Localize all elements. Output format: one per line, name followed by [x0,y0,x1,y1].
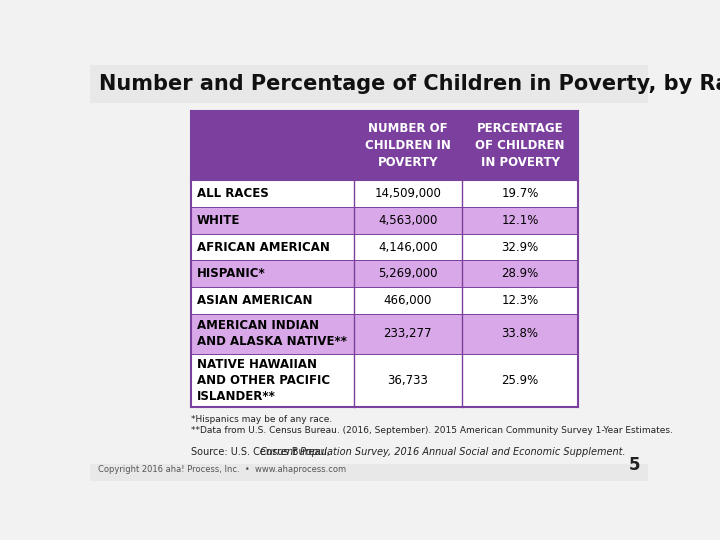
Bar [191,314,578,354]
Text: 25.9%: 25.9% [502,374,539,387]
Text: 5: 5 [629,456,640,475]
Text: 36,733: 36,733 [387,374,428,387]
Text: 12.3%: 12.3% [502,294,539,307]
Text: 12.1%: 12.1% [501,214,539,227]
Bar [191,287,578,314]
Text: NATIVE HAWAIIAN
AND OTHER PACIFIC
ISLANDER**: NATIVE HAWAIIAN AND OTHER PACIFIC ISLAND… [197,358,330,403]
Text: ASIAN AMERICAN: ASIAN AMERICAN [197,294,312,307]
Bar [90,65,648,103]
Bar [191,180,578,207]
Bar [191,354,578,408]
Text: NUMBER OF
CHILDREN IN
POVERTY: NUMBER OF CHILDREN IN POVERTY [365,122,451,169]
Text: ALL RACES: ALL RACES [197,187,269,200]
Text: 19.7%: 19.7% [501,187,539,200]
Text: 14,509,000: 14,509,000 [374,187,441,200]
Text: AFRICAN AMERICAN: AFRICAN AMERICAN [197,241,330,254]
Text: 33.8%: 33.8% [502,327,539,340]
Bar [90,464,648,481]
Bar [191,260,578,287]
Text: Number and Percentage of Children in Poverty, by Race: 2015: Number and Percentage of Children in Pov… [99,74,720,94]
Text: *Hispanics may be of any race.: *Hispanics may be of any race. [191,415,332,424]
Text: 4,146,000: 4,146,000 [378,241,438,254]
Text: WHITE: WHITE [197,214,240,227]
Bar [191,234,578,260]
Text: Source: U.S. Census Bureau,: Source: U.S. Census Bureau, [191,448,333,457]
Text: AMERICAN INDIAN
AND ALASKA NATIVE**: AMERICAN INDIAN AND ALASKA NATIVE** [197,320,347,348]
Bar [191,111,578,180]
Text: HISPANIC*: HISPANIC* [197,267,266,280]
Text: 28.9%: 28.9% [502,267,539,280]
Text: **Data from U.S. Census Bureau. (2016, September). 2015 American Community Surve: **Data from U.S. Census Bureau. (2016, S… [191,426,672,435]
Text: 4,563,000: 4,563,000 [378,214,438,227]
Bar [191,207,578,234]
Text: Current Population Survey, 2016 Annual Social and Economic Supplement.: Current Population Survey, 2016 Annual S… [261,448,626,457]
Text: Copyright 2016 aha! Process, Inc.  •  www.ahaprocess.com: Copyright 2016 aha! Process, Inc. • www.… [98,465,346,475]
Text: 32.9%: 32.9% [502,241,539,254]
Text: 233,277: 233,277 [384,327,432,340]
Text: PERCENTAGE
OF CHILDREN
IN POVERTY: PERCENTAGE OF CHILDREN IN POVERTY [475,122,565,169]
Text: 5,269,000: 5,269,000 [378,267,438,280]
Text: 466,000: 466,000 [384,294,432,307]
